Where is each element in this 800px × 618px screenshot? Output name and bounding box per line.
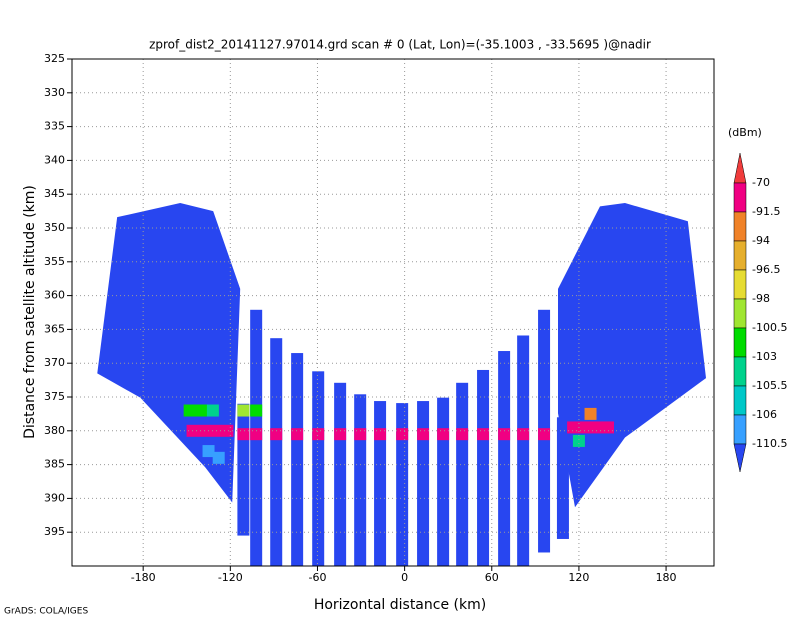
echo-cell — [396, 428, 409, 441]
y-tick-label: 335 — [44, 120, 65, 133]
y-tick-label: 340 — [44, 153, 65, 166]
y-axis-label: Distance from satellite altitude (km) — [22, 185, 38, 439]
beam — [396, 403, 409, 566]
y-tick-label: 390 — [44, 491, 65, 504]
echo-cell — [195, 404, 208, 417]
beam — [270, 338, 283, 566]
beam — [312, 371, 325, 566]
y-tick-label: 350 — [44, 221, 65, 234]
plot-frame — [71, 58, 715, 567]
colorbar-swatch — [733, 385, 747, 416]
echo-cell — [498, 428, 511, 441]
echo-cell — [477, 428, 490, 441]
colorbar-swatch — [733, 152, 747, 184]
y-tick-label: 370 — [44, 356, 65, 369]
echo-cell — [212, 451, 225, 464]
colorbar-label: -91.5 — [752, 205, 780, 218]
echo-cell — [206, 404, 219, 417]
echo-cell — [374, 428, 387, 441]
colorbar-label: -110.5 — [752, 437, 787, 450]
colorbar-label: -96.5 — [752, 263, 780, 276]
echo-cell — [209, 424, 222, 437]
x-tick-label: 180 — [656, 571, 677, 584]
colorbar-label: -103 — [752, 350, 777, 363]
y-tick-label: 360 — [44, 289, 65, 302]
colorbar-swatch — [733, 327, 747, 358]
y-tick-label: 330 — [44, 86, 65, 99]
echo-cell — [456, 428, 469, 441]
echo-cell — [237, 404, 250, 417]
echo-cell — [417, 428, 430, 441]
colorbar-swatch — [733, 298, 747, 329]
echo-cell — [437, 428, 450, 441]
beam — [354, 394, 367, 566]
colorbar-swatch — [733, 240, 747, 271]
y-tick-label: 375 — [44, 390, 65, 403]
beam — [517, 335, 530, 566]
echo-cell — [601, 421, 614, 434]
colorbar-swatch — [733, 182, 747, 213]
echo-cell — [590, 421, 603, 434]
y-tick-label: 395 — [44, 525, 65, 538]
colorbar-label: -98 — [752, 292, 770, 305]
echo-cell — [572, 434, 585, 447]
colorbar-label: -105.5 — [752, 379, 787, 392]
y-tick-label: 365 — [44, 322, 65, 335]
echo-cell — [237, 428, 250, 441]
echo-cell — [334, 428, 347, 441]
x-tick-label: 120 — [568, 571, 589, 584]
x-tick-label: -60 — [308, 571, 326, 584]
colorbar-swatch — [733, 443, 747, 473]
beam — [437, 397, 450, 566]
echo-cell — [578, 421, 591, 434]
y-tick-label: 355 — [44, 255, 65, 268]
beam — [237, 403, 250, 536]
beam — [374, 401, 387, 566]
echo-cell — [291, 428, 304, 441]
echo-cell — [517, 428, 530, 441]
echo-cell — [221, 424, 234, 437]
colorbar-swatch — [733, 269, 747, 300]
colorbar-label: -94 — [752, 234, 770, 247]
beam — [334, 382, 347, 566]
y-tick-label: 385 — [44, 458, 65, 471]
colorbar-swatch — [733, 211, 747, 242]
y-tick-label: 345 — [44, 187, 65, 200]
echo-cell — [183, 404, 196, 417]
x-tick-label: -180 — [131, 571, 156, 584]
echo-cell — [538, 428, 551, 441]
echo-cell — [202, 445, 215, 458]
beam — [456, 382, 469, 566]
footer: GrADS: COLA/IGES — [4, 607, 88, 617]
x-tick-label: -120 — [218, 571, 243, 584]
beam — [477, 369, 490, 566]
colorbar-label: -100.5 — [752, 321, 787, 334]
colorbar-unit: (dBm) — [728, 126, 762, 139]
y-tick-label: 380 — [44, 424, 65, 437]
colorbar-label: -70 — [752, 176, 770, 189]
echo-cell — [270, 428, 283, 441]
beam — [498, 351, 511, 566]
beam — [417, 401, 430, 566]
colorbar-swatch — [733, 414, 747, 445]
colorbar-label: -106 — [752, 408, 777, 421]
echo-cell — [567, 421, 580, 434]
echo-cell — [354, 428, 367, 441]
colorbar-swatch — [733, 356, 747, 387]
x-tick-label: 60 — [485, 571, 499, 584]
echo-cell — [250, 404, 263, 417]
echo-cell — [584, 407, 597, 420]
beam — [291, 353, 304, 566]
region — [558, 202, 707, 508]
beam — [556, 417, 569, 539]
chart-title: zprof_dist2_20141127.97014.grd scan # 0 … — [149, 38, 651, 52]
y-tick-label: 325 — [44, 52, 65, 65]
x-axis-label: Horizontal distance (km) — [314, 597, 486, 613]
echo-cell — [250, 428, 263, 441]
echo-cell — [312, 428, 325, 441]
x-tick-label: 0 — [401, 571, 408, 584]
